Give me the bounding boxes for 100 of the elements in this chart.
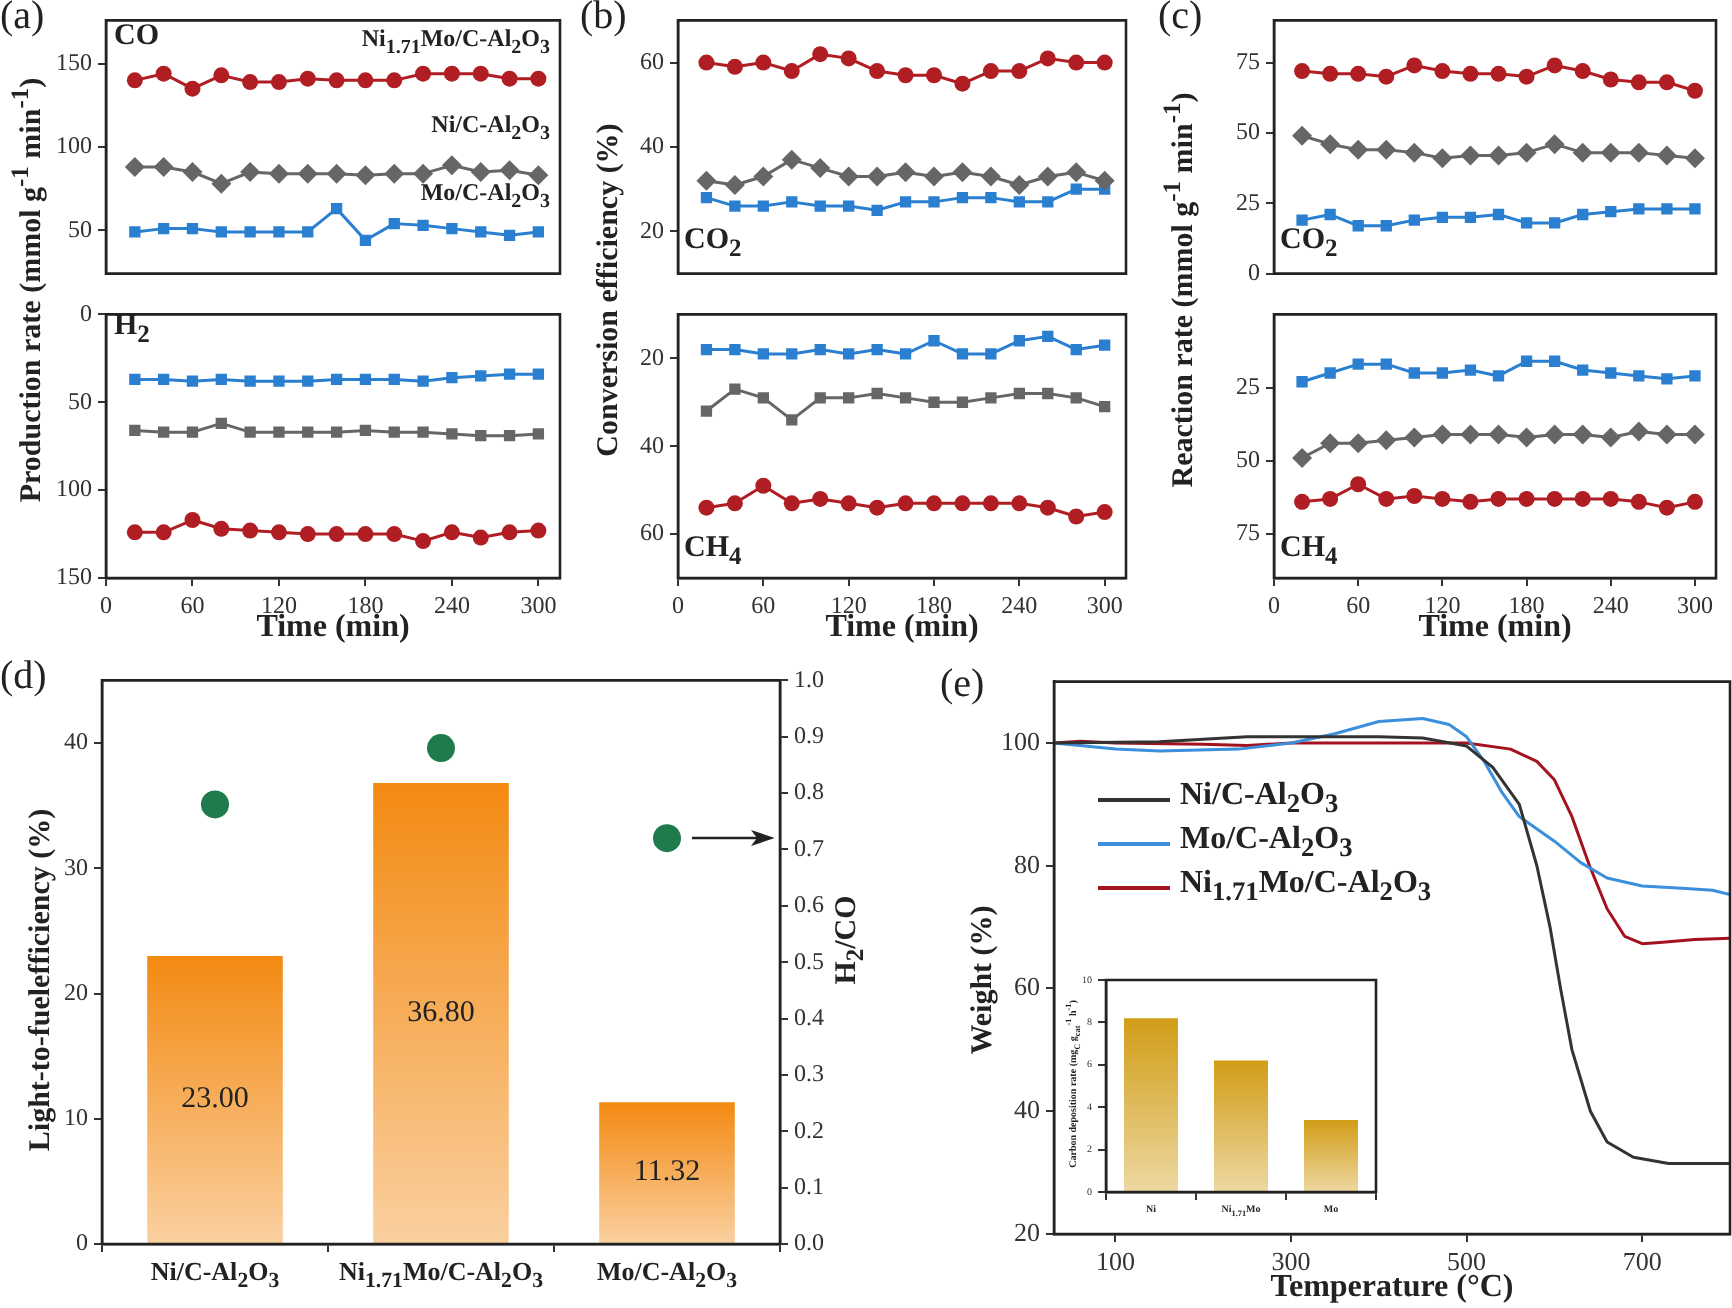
point (1661, 203, 1673, 215)
point (1628, 421, 1649, 442)
point (1322, 65, 1339, 82)
point (982, 495, 999, 512)
point (1605, 206, 1617, 218)
point (503, 430, 516, 442)
point (470, 161, 491, 182)
point (213, 520, 230, 537)
y-tick-label: 25 (1236, 187, 1260, 216)
point (755, 54, 772, 71)
point (1572, 142, 1593, 163)
point (240, 161, 261, 182)
y-tick-label: 40 (640, 131, 664, 160)
point (357, 526, 374, 543)
point (446, 222, 458, 235)
bar (1124, 1018, 1178, 1191)
bar (1304, 1119, 1358, 1191)
point (157, 426, 170, 438)
point (700, 405, 713, 417)
point (1380, 358, 1392, 370)
point (1352, 358, 1364, 370)
point (1518, 490, 1535, 507)
point (532, 428, 545, 440)
y2-tick-label: 0.2 (794, 1115, 824, 1144)
point (501, 524, 518, 541)
point (186, 375, 199, 387)
point (1436, 367, 1449, 379)
point (843, 392, 855, 404)
point (299, 70, 316, 87)
point (1350, 65, 1367, 82)
point (270, 74, 287, 91)
x-tick-label: 0 (100, 590, 112, 619)
point (326, 163, 347, 184)
point (499, 160, 520, 181)
point (211, 173, 232, 194)
y-axis-title: Conversion efficiency (%) (593, 123, 625, 457)
point (417, 375, 429, 387)
point (330, 426, 343, 438)
point (1518, 68, 1535, 85)
point (1042, 387, 1054, 400)
y2-tick-label: 0.7 (794, 833, 824, 862)
point (417, 219, 429, 231)
x-tick-label: Ni/C-Al$_{2}$O$_{3}$ (150, 1256, 280, 1294)
point (812, 490, 829, 507)
point (840, 495, 857, 512)
point (871, 204, 883, 216)
y-tick-label: 100 (1001, 725, 1040, 756)
y-tick-label: 20 (640, 215, 664, 244)
point (726, 495, 743, 512)
point (897, 495, 914, 512)
point (1630, 493, 1647, 510)
point (1520, 217, 1533, 229)
annotation: CO$_{2}$ (1280, 224, 1338, 262)
point (157, 373, 170, 386)
point (299, 526, 316, 543)
point (1490, 490, 1507, 507)
point (838, 166, 859, 187)
point (1348, 433, 1369, 454)
point (242, 74, 259, 91)
point (413, 163, 434, 184)
y2-tick-label: 0.4 (794, 1002, 824, 1031)
data-label: 36.80 (407, 996, 475, 1029)
y2-tick-label: 0.8 (794, 777, 824, 806)
y-tick-label: 50 (1236, 117, 1260, 146)
point (1094, 170, 1115, 191)
point (1292, 447, 1313, 468)
annotation: CH$_{4}$ (1280, 532, 1338, 570)
y-tick-label: 50 (1236, 445, 1260, 474)
point (415, 533, 432, 550)
point (384, 163, 405, 184)
y-tick-label: 60 (640, 518, 664, 547)
point (528, 165, 549, 186)
y2-tick-label: 0.1 (794, 1171, 824, 1200)
point (1013, 387, 1025, 400)
point (297, 163, 318, 184)
point (359, 373, 372, 386)
point (1376, 430, 1397, 451)
point (700, 343, 713, 356)
point (330, 202, 343, 215)
text: (e) (940, 662, 985, 706)
point (446, 428, 458, 440)
point (472, 65, 489, 82)
bar (599, 1102, 735, 1243)
point (1070, 392, 1082, 404)
point (786, 414, 798, 426)
point (753, 166, 774, 187)
point (386, 526, 403, 543)
point (417, 426, 429, 438)
point (726, 58, 743, 75)
x-axis-title: Time (min) (825, 610, 979, 644)
point (814, 343, 826, 356)
point (1488, 424, 1509, 445)
y-tick-label: 75 (1236, 518, 1260, 547)
series-label: Ni$_{1.71}$Mo/C-Al$_{2}$O$_{3}$ (361, 23, 550, 59)
point (982, 63, 999, 80)
point (1546, 57, 1563, 74)
point (1600, 427, 1621, 448)
point (871, 343, 883, 356)
y-tick-label: 40 (64, 727, 88, 756)
x-tick-label: 0 (1268, 590, 1280, 619)
